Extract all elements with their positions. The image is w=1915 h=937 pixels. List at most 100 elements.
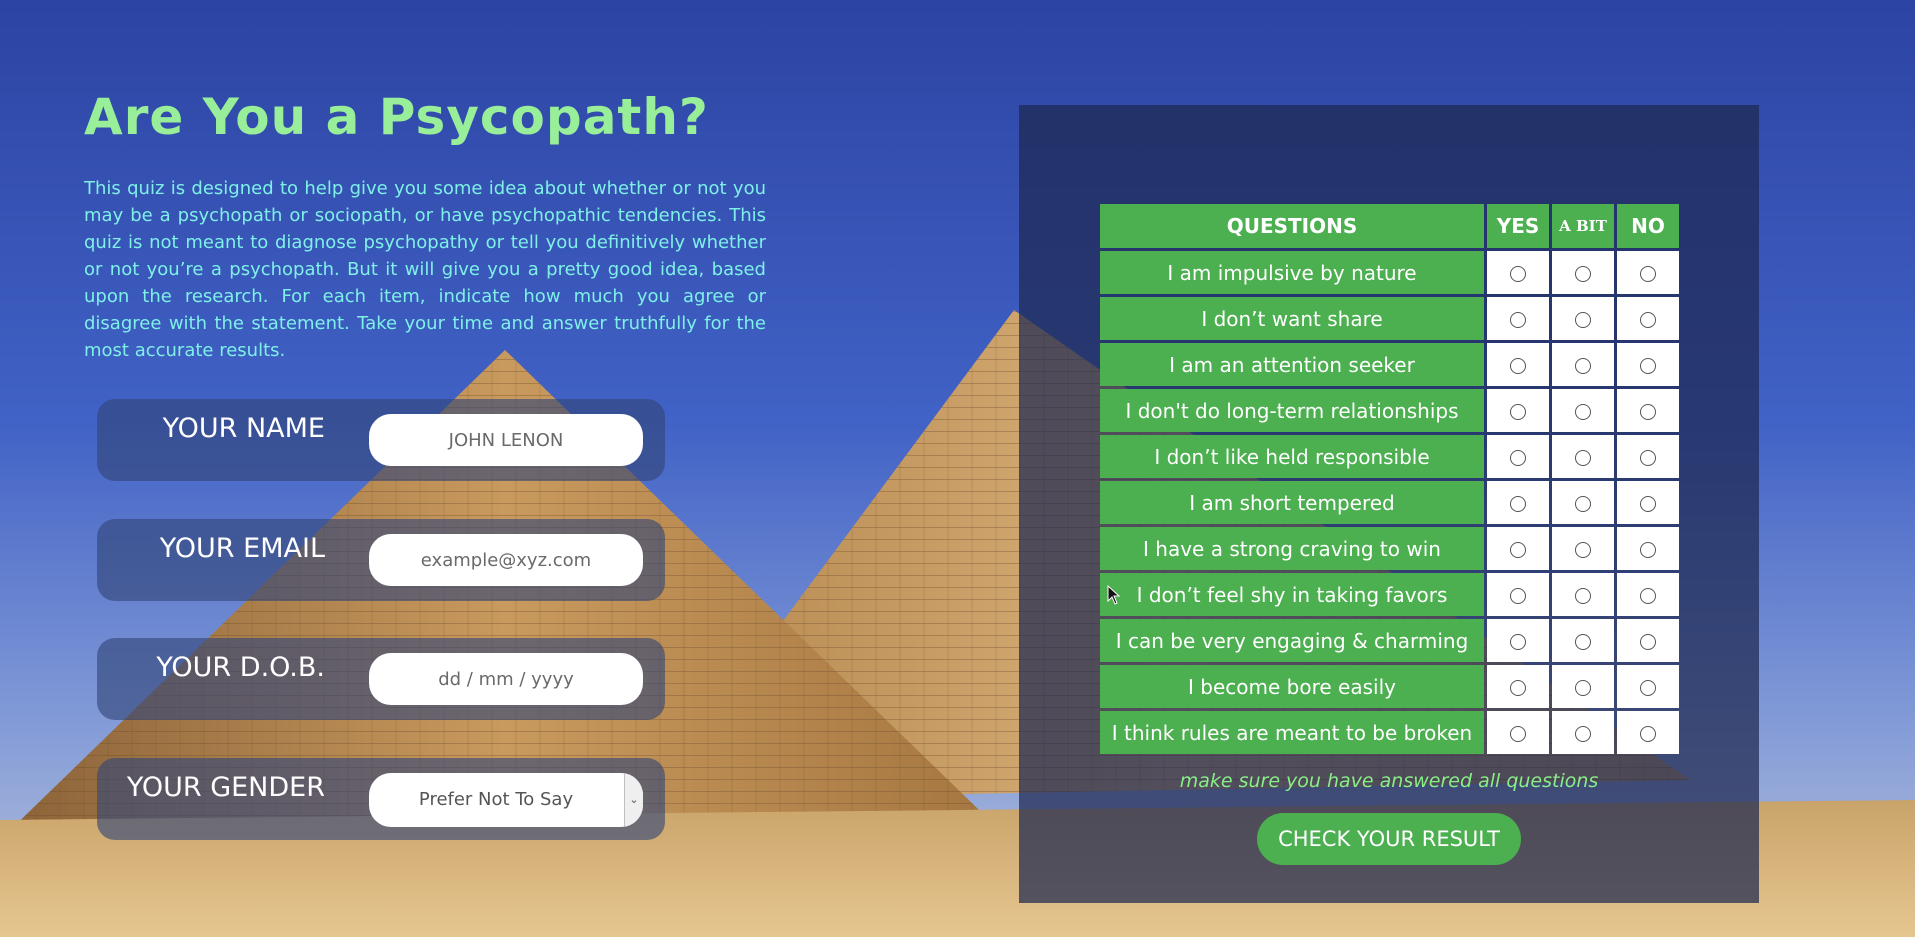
question-text: I think rules are meant to be broken xyxy=(1100,711,1484,754)
question-row: I don't do long-term relationships xyxy=(1100,389,1679,432)
answer-cell-yes xyxy=(1487,297,1549,340)
radio-no[interactable] xyxy=(1640,679,1656,696)
page-title: Are You a Psycopath? xyxy=(84,88,709,146)
name-input[interactable] xyxy=(369,414,643,466)
radio-no[interactable] xyxy=(1640,633,1656,650)
radio-yes[interactable] xyxy=(1510,541,1526,558)
answer-cell-no xyxy=(1617,343,1679,386)
radio-no[interactable] xyxy=(1640,357,1656,374)
radio-a-bit[interactable] xyxy=(1575,449,1591,466)
radio-a-bit[interactable] xyxy=(1575,633,1591,650)
radio-a-bit[interactable] xyxy=(1575,679,1591,696)
radio-no[interactable] xyxy=(1640,265,1656,282)
answer-cell-no xyxy=(1617,573,1679,616)
radio-a-bit[interactable] xyxy=(1575,587,1591,604)
answer-cell-yes xyxy=(1487,619,1549,662)
radio-yes[interactable] xyxy=(1510,357,1526,374)
email-field-group: YOUR EMAIL xyxy=(97,519,665,601)
radio-a-bit[interactable] xyxy=(1575,357,1591,374)
answer-cell-yes xyxy=(1487,389,1549,432)
answer-cell-no xyxy=(1617,435,1679,478)
radio-a-bit[interactable] xyxy=(1575,265,1591,282)
radio-a-bit[interactable] xyxy=(1575,403,1591,420)
question-text: I don’t feel shy in taking favors xyxy=(1100,573,1484,616)
gender-field-group: YOUR GENDER Prefer Not To Say ⌄ xyxy=(97,758,665,840)
radio-a-bit[interactable] xyxy=(1575,495,1591,512)
header-questions: QUESTIONS xyxy=(1100,204,1484,248)
question-text: I don't do long-term relationships xyxy=(1100,389,1484,432)
question-text: I have a strong craving to win xyxy=(1100,527,1484,570)
dob-input[interactable] xyxy=(369,653,643,705)
question-text: I become bore easily xyxy=(1100,665,1484,708)
radio-no[interactable] xyxy=(1640,311,1656,328)
radio-yes[interactable] xyxy=(1510,587,1526,604)
email-label: YOUR EMAIL xyxy=(159,533,325,564)
radio-no[interactable] xyxy=(1640,587,1656,604)
answer-cell-no xyxy=(1617,297,1679,340)
answer-cell-yes xyxy=(1487,527,1549,570)
answer-cell-a-bit xyxy=(1552,665,1614,708)
answer-cell-no xyxy=(1617,527,1679,570)
gender-label: YOUR GENDER xyxy=(126,772,325,803)
radio-a-bit[interactable] xyxy=(1575,541,1591,558)
question-row: I don’t feel shy in taking favors xyxy=(1100,573,1679,616)
intro-paragraph: This quiz is designed to help give you s… xyxy=(84,178,766,361)
question-row: I don’t like held responsible xyxy=(1100,435,1679,478)
radio-yes[interactable] xyxy=(1510,449,1526,466)
question-row: I don’t want share xyxy=(1100,297,1679,340)
radio-yes[interactable] xyxy=(1510,265,1526,282)
question-text: I am short tempered xyxy=(1100,481,1484,524)
question-text: I don’t want share xyxy=(1100,297,1484,340)
radio-yes[interactable] xyxy=(1510,311,1526,328)
quiz-header-row: QUESTIONS YES A BIT NO xyxy=(1100,204,1679,248)
gender-select[interactable]: Prefer Not To Say ⌄ xyxy=(369,773,643,827)
question-row: I am an attention seeker xyxy=(1100,343,1679,386)
answer-cell-no xyxy=(1617,619,1679,662)
quiz-table: QUESTIONS YES A BIT NO I am impulsive by… xyxy=(1097,201,1682,757)
question-row: I am short tempered xyxy=(1100,481,1679,524)
question-text: I am impulsive by nature xyxy=(1100,251,1484,294)
question-row: I become bore easily xyxy=(1100,665,1679,708)
dob-label: YOUR D.O.B. xyxy=(156,652,325,683)
radio-a-bit[interactable] xyxy=(1575,311,1591,328)
radio-yes[interactable] xyxy=(1510,679,1526,696)
answer-cell-a-bit xyxy=(1552,619,1614,662)
answer-cell-yes xyxy=(1487,435,1549,478)
email-input[interactable] xyxy=(369,534,643,586)
answer-cell-no xyxy=(1617,389,1679,432)
radio-yes[interactable] xyxy=(1510,725,1526,742)
dob-field-group: YOUR D.O.B. xyxy=(97,638,665,720)
answer-cell-a-bit xyxy=(1552,389,1614,432)
radio-yes[interactable] xyxy=(1510,633,1526,650)
answer-cell-no xyxy=(1617,251,1679,294)
question-text: I can be very engaging & charming xyxy=(1100,619,1484,662)
answer-cell-a-bit xyxy=(1552,481,1614,524)
question-row: I can be very engaging & charming xyxy=(1100,619,1679,662)
question-text: I don’t like held responsible xyxy=(1100,435,1484,478)
name-label: YOUR NAME xyxy=(162,413,325,444)
question-row: I have a strong craving to win xyxy=(1100,527,1679,570)
radio-yes[interactable] xyxy=(1510,495,1526,512)
quiz-panel: QUESTIONS YES A BIT NO I am impulsive by… xyxy=(1019,105,1759,903)
radio-a-bit[interactable] xyxy=(1575,725,1591,742)
answer-cell-yes xyxy=(1487,665,1549,708)
answer-cell-yes xyxy=(1487,343,1549,386)
check-result-button[interactable]: CHECK YOUR RESULT xyxy=(1257,813,1521,865)
answer-cell-yes xyxy=(1487,711,1549,754)
header-no: NO xyxy=(1617,204,1679,248)
radio-yes[interactable] xyxy=(1510,403,1526,420)
chevron-down-icon[interactable]: ⌄ xyxy=(624,773,643,827)
gender-selected-value: Prefer Not To Say xyxy=(418,789,574,810)
answer-cell-a-bit xyxy=(1552,251,1614,294)
header-a-bit: A BIT xyxy=(1552,204,1614,248)
radio-no[interactable] xyxy=(1640,449,1656,466)
radio-no[interactable] xyxy=(1640,541,1656,558)
radio-no[interactable] xyxy=(1640,725,1656,742)
answer-cell-a-bit xyxy=(1552,435,1614,478)
radio-no[interactable] xyxy=(1640,403,1656,420)
question-row: I am impulsive by nature xyxy=(1100,251,1679,294)
radio-no[interactable] xyxy=(1640,495,1656,512)
answer-cell-no xyxy=(1617,665,1679,708)
answer-all-note: make sure you have answered all question… xyxy=(1179,770,1599,792)
answer-cell-a-bit xyxy=(1552,527,1614,570)
